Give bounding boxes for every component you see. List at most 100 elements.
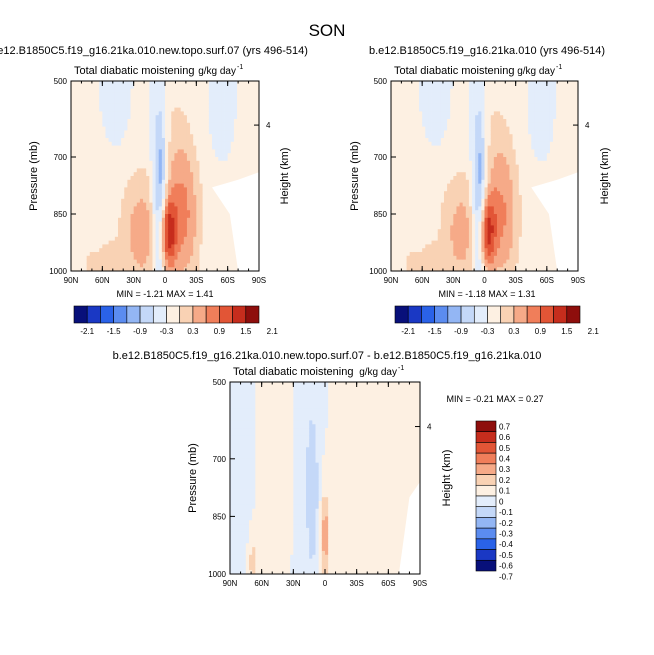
field-cell	[92, 172, 97, 177]
field-cell	[403, 191, 407, 196]
field-cell	[403, 130, 407, 135]
field-cell	[500, 176, 504, 181]
field-cell	[193, 202, 197, 207]
field-cell	[453, 126, 457, 131]
field-cell	[174, 217, 178, 222]
field-cell	[230, 103, 235, 108]
field-cell	[481, 187, 485, 192]
field-cell	[165, 233, 169, 238]
field-cell	[478, 248, 482, 253]
field-cell	[152, 236, 156, 241]
field-cell	[506, 172, 510, 177]
field-cell	[165, 81, 169, 86]
field-cell	[111, 263, 116, 268]
field-cell	[412, 183, 417, 188]
field-cell	[403, 179, 407, 184]
field-cell	[124, 100, 128, 105]
field-cell	[456, 267, 460, 272]
field-cell	[208, 217, 213, 222]
field-cell	[391, 119, 395, 124]
field-cell	[96, 103, 100, 108]
field-cell	[199, 141, 203, 146]
field-cell	[118, 107, 122, 112]
field-cell	[221, 149, 225, 154]
field-cell	[108, 160, 113, 165]
field-cell	[403, 100, 407, 105]
field-cell	[252, 84, 257, 89]
field-cell	[118, 259, 122, 264]
field-cell	[186, 172, 191, 177]
field-cell	[74, 149, 78, 154]
field-cell	[468, 214, 473, 219]
field-cell	[114, 225, 119, 230]
field-cell	[143, 141, 147, 146]
field-cell	[440, 141, 445, 146]
field-cell	[136, 176, 141, 181]
field-cell	[500, 141, 504, 146]
field-cell	[108, 130, 113, 135]
field-cell	[394, 168, 398, 173]
field-cell	[496, 157, 501, 162]
field-cell	[450, 172, 454, 177]
field-cell	[481, 233, 485, 238]
field-cell	[155, 126, 160, 131]
field-cell	[121, 157, 125, 162]
field-cell	[161, 187, 166, 192]
field-cell	[158, 206, 163, 211]
field-cell	[456, 122, 460, 127]
field-cell	[71, 111, 75, 116]
field-cell	[102, 210, 106, 215]
field-cell	[183, 145, 188, 150]
field-cell	[397, 138, 401, 143]
field-cell	[118, 183, 122, 188]
field-cell	[105, 103, 109, 108]
field-cell	[478, 176, 482, 181]
field-cell	[394, 141, 398, 146]
field-cell	[202, 183, 207, 188]
field-cell	[205, 107, 210, 112]
field-cell	[453, 267, 457, 272]
field-cell	[431, 92, 436, 97]
field-cell	[139, 244, 144, 249]
field-cell	[193, 214, 197, 219]
field-cell	[493, 195, 498, 200]
field-cell	[102, 255, 106, 260]
field-cell	[183, 96, 188, 101]
field-cell	[89, 221, 94, 226]
field-cell	[221, 233, 225, 238]
field-cell	[425, 138, 429, 143]
field-cell	[158, 164, 163, 169]
field-cell	[403, 134, 407, 139]
field-cell	[478, 210, 482, 215]
field-cell	[139, 119, 144, 124]
field-cell	[149, 149, 153, 154]
field-cell	[447, 157, 451, 162]
field-cell	[165, 149, 169, 154]
field-cell	[83, 160, 88, 165]
field-cell	[136, 214, 141, 219]
field-cell	[77, 119, 81, 124]
field-cell	[434, 153, 439, 158]
field-cell	[412, 96, 417, 101]
field-cell	[121, 149, 125, 154]
field-cell	[475, 84, 479, 89]
field-cell	[165, 126, 169, 131]
field-cell	[431, 240, 436, 245]
field-cell	[168, 176, 172, 181]
field-cell	[105, 255, 109, 260]
field-cell	[130, 119, 135, 124]
field-cell	[391, 172, 395, 177]
field-cell	[149, 81, 153, 86]
field-cell	[443, 164, 448, 169]
field-cell	[434, 214, 439, 219]
field-cell	[202, 195, 207, 200]
field-cell	[447, 214, 451, 219]
field-cell	[180, 160, 185, 165]
field-cell	[450, 126, 454, 131]
field-cell	[133, 160, 138, 165]
field-cell	[186, 191, 191, 196]
field-cell	[80, 92, 84, 97]
field-cell	[465, 145, 470, 150]
field-cell	[434, 172, 439, 177]
field-cell	[443, 149, 448, 154]
